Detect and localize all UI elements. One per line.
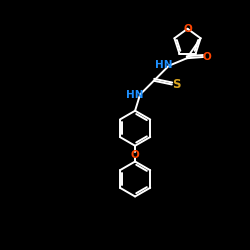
Text: S: S — [172, 78, 180, 91]
Text: HN: HN — [154, 60, 172, 70]
Text: O: O — [183, 24, 192, 34]
Text: O: O — [131, 150, 140, 160]
Text: O: O — [203, 52, 212, 62]
Text: HN: HN — [126, 90, 143, 100]
